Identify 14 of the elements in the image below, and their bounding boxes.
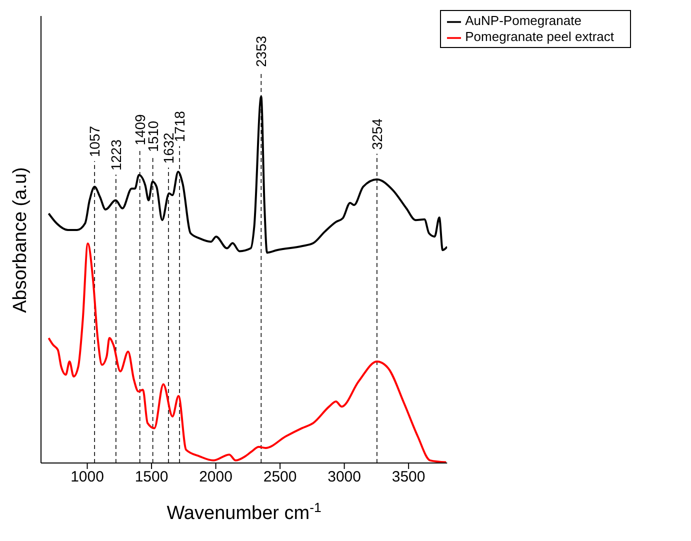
x-axis-title: Wavenumber cm$^{-1}$ [166, 500, 322, 524]
x-tick-label: 2000 [199, 468, 232, 486]
y-axis-title: Absorbance (a.u) [10, 166, 32, 312]
x-tick-label: 3000 [328, 468, 361, 486]
legend-label: AuNP-Pomegranate [465, 13, 582, 28]
x-tick-label: 1500 [134, 468, 168, 486]
ref-line-label: 1057 [86, 126, 103, 158]
x-tick-label: 2500 [263, 468, 297, 486]
ref-line-label: 3254 [368, 118, 385, 150]
x-tick-label: 1000 [70, 468, 104, 486]
legend-label: Pomegranate peel extract [465, 29, 614, 44]
ref-line-label: 1223 [108, 139, 124, 171]
x-tick-label: 3500 [392, 468, 426, 486]
ref-line-label: 2353 [253, 36, 270, 67]
